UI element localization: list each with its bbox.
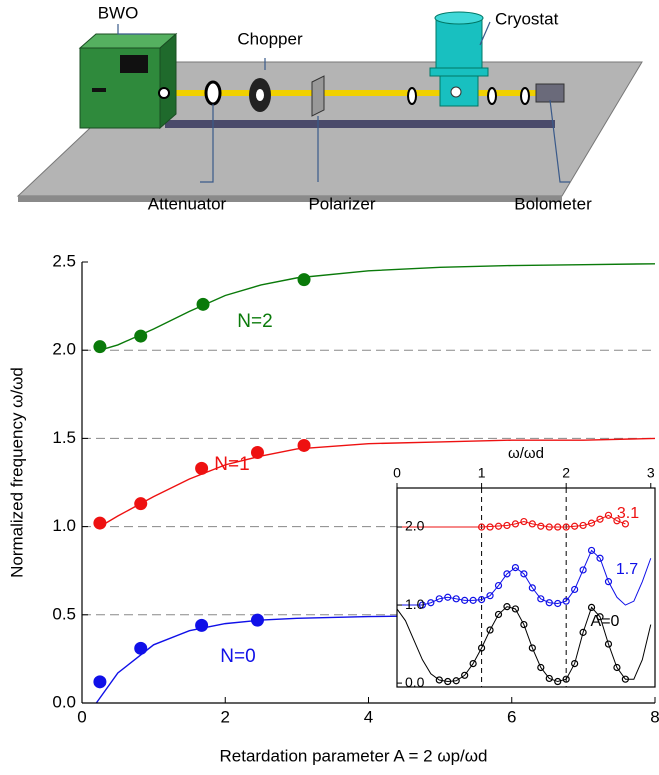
cryostat-flange <box>430 68 488 76</box>
cryostat-top <box>435 12 483 24</box>
table-edge <box>18 196 562 202</box>
y-tick-label: 1.5 <box>52 428 76 447</box>
data-point <box>251 614 264 627</box>
x-tick-label: 0 <box>77 707 86 726</box>
chopper-hub <box>256 89 264 101</box>
y-tick-label: 2.5 <box>52 251 76 270</box>
bwo-slot <box>92 88 106 92</box>
x-axis-title: ω/ωd <box>508 445 544 462</box>
fit-curve <box>100 264 655 350</box>
data-point <box>134 497 147 510</box>
plots: N=0 N=1 N=2 0 2 4 6 8 0.0 0.5 1.0 1.5 2.0 2.5 Retardat… <box>7 251 659 765</box>
x-tick-label: 8 <box>650 707 659 726</box>
lens <box>408 88 416 104</box>
x-axis-title: Retardation parameter A = 2 ωp/ωd <box>219 746 487 765</box>
lens <box>488 88 496 104</box>
series-label: 1.7 <box>616 561 638 578</box>
series-label: N=2 <box>237 311 272 332</box>
polarizer <box>312 76 324 116</box>
y-tick-label: 1.0 <box>405 596 425 612</box>
bolometer <box>536 84 564 102</box>
y-axis-title: Normalized frequency ω/ωd <box>7 367 26 578</box>
window <box>451 87 461 97</box>
data-point <box>195 462 208 475</box>
data-point <box>93 675 106 688</box>
y-tick-label: 2.0 <box>52 340 76 359</box>
x-tick-label: 2 <box>221 707 230 726</box>
horn <box>159 88 169 98</box>
series-label: N=0 <box>220 646 255 667</box>
label: Polarizer <box>308 194 375 213</box>
y-tick-label: 1.0 <box>52 516 76 535</box>
attenuator <box>206 82 220 104</box>
x-tick-label: 3 <box>647 465 655 481</box>
figure: BWO Chopper Cryostat Attenuator Polarize… <box>0 0 659 775</box>
series-label: N=1 <box>214 454 249 475</box>
data-point <box>93 340 106 353</box>
bwo-top <box>80 34 176 48</box>
x-tick-label: 2 <box>562 465 570 481</box>
bwo-panel <box>120 55 148 73</box>
label: Chopper <box>237 29 303 48</box>
data-point <box>298 273 311 286</box>
x-tick-label: 1 <box>478 465 486 481</box>
y-tick-label: 2.0 <box>405 518 425 534</box>
x-tick-label: 0 <box>393 465 401 481</box>
cryostat <box>436 18 482 74</box>
x-tick-label: 6 <box>507 707 516 726</box>
data-point <box>251 446 264 459</box>
label: BWO <box>98 3 139 22</box>
data-point <box>134 642 147 655</box>
bwo-side <box>160 34 176 128</box>
leader <box>118 24 150 34</box>
data-point <box>134 330 147 343</box>
y-tick-label: 0.5 <box>52 604 76 623</box>
data-point <box>93 517 106 530</box>
y-tick-label: 0.0 <box>52 692 76 711</box>
series-label: 3.1 <box>617 505 639 522</box>
label: Attenuator <box>148 194 227 213</box>
chart: A=0 1.7 3.1 0 1 2 3 ω/ωd 0.0 1.0 2.0 <box>393 445 655 690</box>
y-tick-label: 0.0 <box>405 674 425 690</box>
data-point <box>298 439 311 452</box>
data-point <box>197 298 210 311</box>
label: Bolometer <box>514 194 592 213</box>
x-tick-label: 4 <box>364 707 373 726</box>
lens <box>521 88 529 104</box>
series-label: A=0 <box>591 613 620 630</box>
rail <box>165 120 555 128</box>
setup-diagram: BWO Chopper Cryostat Attenuator Polarize… <box>18 3 642 213</box>
data-point <box>195 619 208 632</box>
label: Cryostat <box>495 9 559 28</box>
